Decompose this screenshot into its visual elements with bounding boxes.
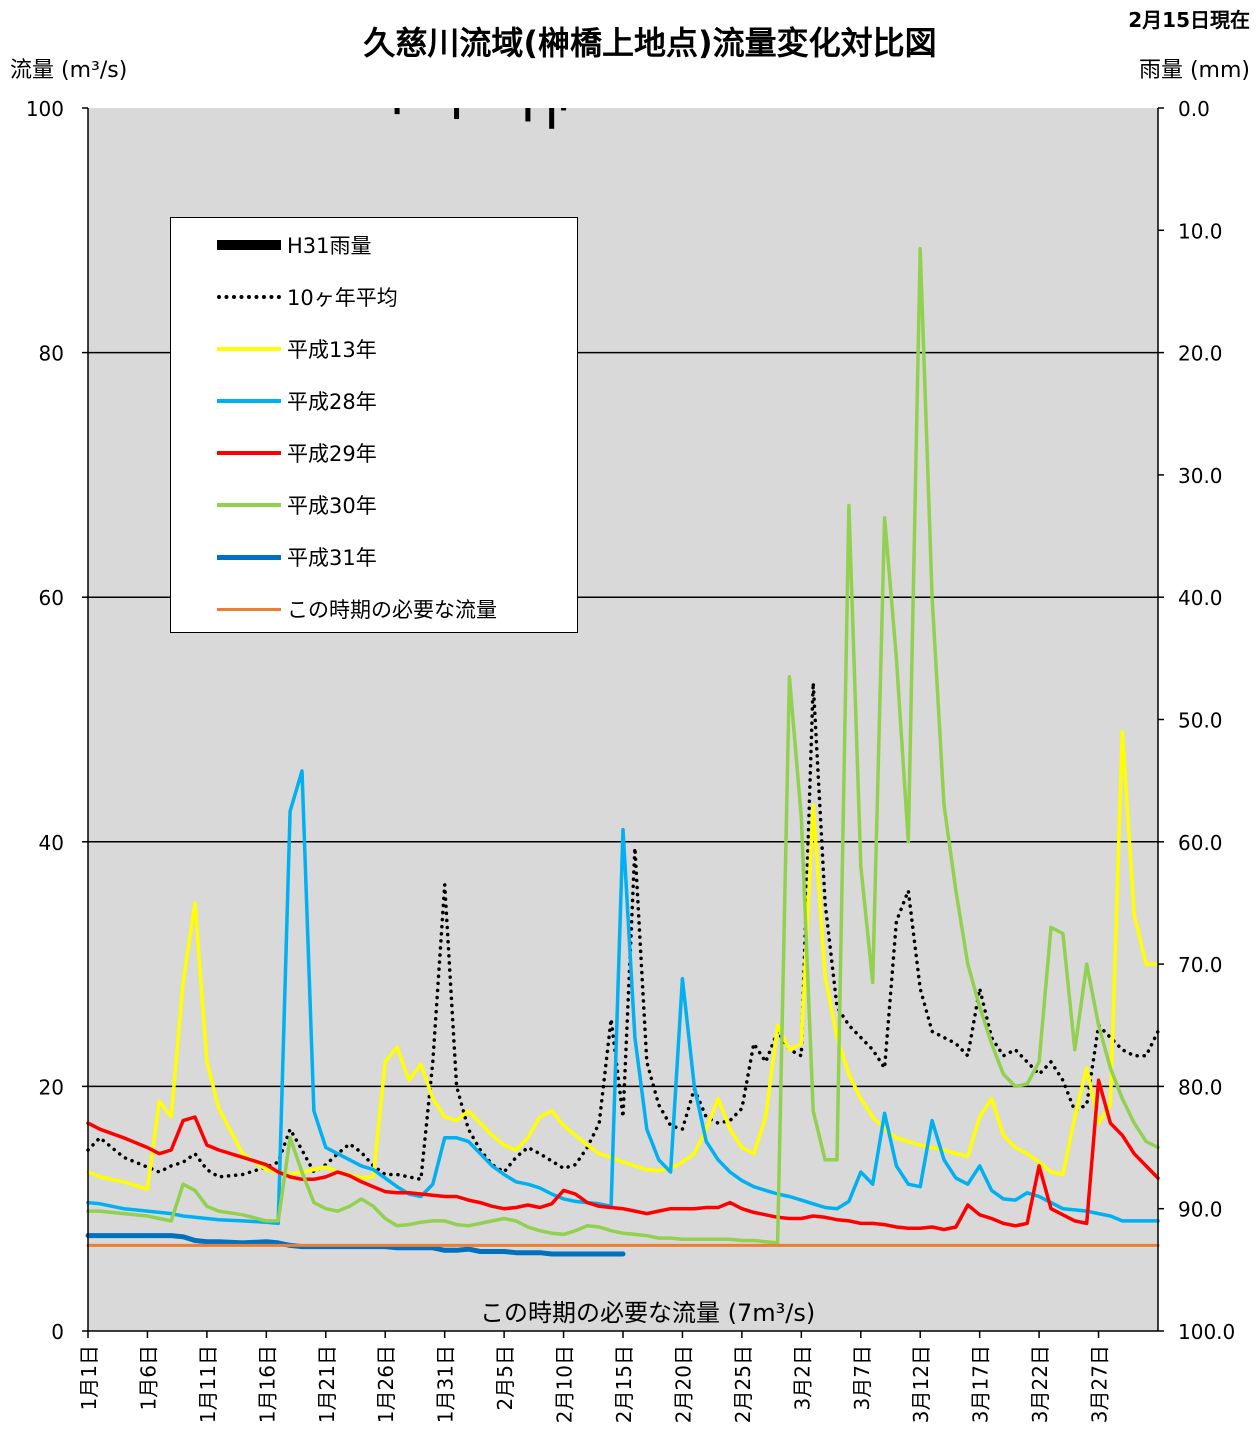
y-left-tick-label: 40	[39, 831, 64, 855]
legend-label-h29: 平成29年	[287, 442, 377, 466]
y-right-tick-label: 40.0	[1178, 586, 1223, 610]
x-tick-label: 3月22日	[1028, 1345, 1052, 1423]
legend-label-rain: H31雨量	[287, 234, 372, 258]
y-right-tick-label: 50.0	[1178, 709, 1223, 733]
legend-swatch-h31	[217, 554, 281, 560]
rain-bar	[561, 108, 567, 111]
rain-bar	[525, 108, 531, 122]
y-axis-left-label: 流量 (m³/s)	[10, 58, 128, 83]
y-left-tick-label: 60	[39, 586, 64, 610]
legend-swatch-h28	[217, 399, 281, 403]
x-tick-label: 2月25日	[731, 1345, 755, 1423]
legend-item-rain: H31雨量	[217, 232, 372, 258]
rain-bar	[549, 108, 555, 129]
legend-item-h28: 平成28年	[217, 388, 377, 414]
required-flow-note: この時期の必要な流量 (7m³/s)	[480, 1299, 816, 1327]
legend-swatch-h13	[217, 347, 281, 351]
legend-swatch-avg10	[217, 295, 281, 299]
y-left-tick-label: 80	[39, 342, 64, 366]
legend-item-avg10: 10ヶ年平均	[217, 284, 398, 310]
y-right-tick-label: 10.0	[1178, 219, 1223, 243]
x-tick-label: 2月10日	[553, 1345, 577, 1423]
legend-item-h30: 平成30年	[217, 492, 377, 518]
legend-item-h29: 平成29年	[217, 440, 377, 466]
x-tick-label: 1月31日	[434, 1345, 458, 1423]
legend-label-h28: 平成28年	[287, 390, 377, 414]
legend-item-h13: 平成13年	[217, 336, 377, 362]
x-tick-label: 1月21日	[315, 1345, 339, 1423]
legend-swatch-rain	[217, 240, 281, 250]
series-line-2	[86, 769, 1160, 1226]
x-tick-label: 2月5日	[493, 1345, 517, 1410]
x-tick-label: 3月27日	[1088, 1345, 1112, 1423]
y-right-tick-label: 30.0	[1178, 464, 1223, 488]
legend-swatch-h29	[217, 451, 281, 455]
y-right-tick-label: 20.0	[1178, 342, 1223, 366]
y-right-tick-label: 90.0	[1178, 1198, 1223, 1222]
y-right-tick-label: 70.0	[1178, 953, 1223, 977]
x-tick-label: 1月6日	[136, 1345, 160, 1410]
x-tick-label: 1月1日	[77, 1345, 101, 1410]
y-right-tick-label: 60.0	[1178, 831, 1223, 855]
x-tick-label: 3月17日	[969, 1345, 993, 1423]
legend-label-h30: 平成30年	[287, 494, 377, 518]
chart-title: 久慈川流域(榊橋上地点)流量変化対比図	[363, 24, 937, 62]
legend-label-h13: 平成13年	[287, 338, 377, 362]
x-tick-label: 1月16日	[255, 1345, 279, 1423]
legend-item-h31: 平成31年	[217, 544, 377, 570]
series-line-1	[86, 729, 1160, 1191]
x-tick-label: 3月2日	[790, 1345, 814, 1410]
chart-legend: H31雨量 10ヶ年平均 平成13年 平成28年 平成29年 平成30年 平成3…	[170, 217, 578, 633]
y-right-tick-label: 100.0	[1178, 1320, 1235, 1344]
y-right-tick-label: 80.0	[1178, 1075, 1223, 1099]
legend-item-required: この時期の必要な流量	[217, 596, 497, 622]
date-note: 2月15日現在	[1128, 8, 1250, 32]
series-line-4	[86, 246, 1160, 1245]
x-tick-label: 3月12日	[909, 1345, 933, 1423]
legend-label-avg10: 10ヶ年平均	[287, 286, 398, 310]
rain-bar	[454, 108, 460, 120]
x-tick-label: 1月26日	[374, 1345, 398, 1423]
y-left-tick-label: 0	[51, 1320, 64, 1344]
x-tick-label: 3月7日	[850, 1345, 874, 1410]
y-right-tick-label: 0.0	[1178, 97, 1210, 121]
y-axis-right-label: 雨量 (mm)	[1138, 58, 1250, 83]
series-line-0	[86, 681, 1160, 1182]
x-tick-label: 2月20日	[671, 1345, 695, 1423]
x-tick-label: 1月11日	[196, 1345, 220, 1423]
legend-swatch-required	[217, 607, 281, 611]
y-left-tick-label: 100	[26, 97, 64, 121]
rain-bar	[394, 108, 400, 115]
legend-label-required: この時期の必要な流量	[287, 598, 497, 622]
legend-swatch-h30	[217, 503, 281, 507]
x-tick-label: 2月15日	[612, 1345, 636, 1423]
legend-label-h31: 平成31年	[287, 546, 377, 570]
y-left-tick-label: 20	[39, 1075, 64, 1099]
